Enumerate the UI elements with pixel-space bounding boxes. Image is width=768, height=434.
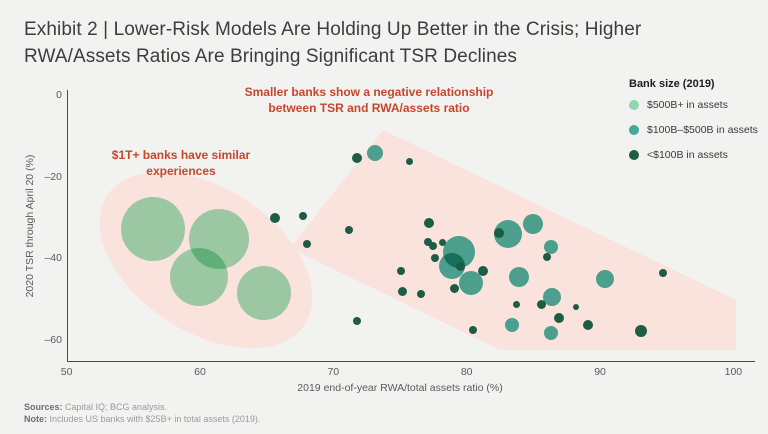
bubble-dark xyxy=(573,303,580,310)
bubble-teal xyxy=(366,144,383,161)
x-tick-label: 80 xyxy=(460,366,473,378)
bubble-dark xyxy=(512,300,520,308)
footer-note: Note: Includes US banks with $25B+ in to… xyxy=(24,413,260,425)
x-tick-label: 90 xyxy=(594,366,606,378)
bubble-dark xyxy=(353,316,362,325)
bubble-green xyxy=(236,266,291,321)
x-tick-label: 60 xyxy=(194,366,206,378)
bubble-dark xyxy=(536,299,546,309)
y-tick-label: –20 xyxy=(44,170,62,183)
bubble-dark xyxy=(424,238,432,246)
bubble-teal xyxy=(523,214,544,235)
bubble-dark xyxy=(430,253,439,262)
bubble-teal xyxy=(458,270,483,295)
x-tick-label: 50 xyxy=(60,366,73,378)
bubble-dark xyxy=(345,226,354,235)
bubble-dark xyxy=(397,266,406,275)
bubble-dark xyxy=(302,240,311,249)
bubble-dark xyxy=(417,289,426,298)
bubble-dark xyxy=(298,211,307,220)
legend-item: <$100B in assets xyxy=(629,149,758,161)
bubble-teal xyxy=(596,270,615,289)
bubble-dark xyxy=(429,242,438,251)
x-axis-line xyxy=(67,361,755,362)
legend-item-label: $100B–$500B in assets xyxy=(647,124,758,136)
bubble-dark xyxy=(553,312,564,323)
bubble-teal xyxy=(505,317,520,332)
legend-dot-icon xyxy=(629,125,639,135)
bubble-dark xyxy=(269,212,280,223)
legend-dot-icon xyxy=(629,150,639,160)
annotation-1t-banks: $1T+ banks have similar experiences xyxy=(111,148,251,178)
footer: Sources: Capital IQ; BCG analysis. Note:… xyxy=(24,401,260,425)
legend-item-label: $500B+ in assets xyxy=(647,99,728,111)
bubble-dark xyxy=(424,217,435,228)
legend: Bank size (2019) $500B+ in assets $100B–$… xyxy=(629,78,758,174)
bubble-dark xyxy=(658,269,667,278)
footer-sources-text: Capital IQ; BCG analysis. xyxy=(62,402,168,412)
y-tick-label: –40 xyxy=(44,252,62,265)
exhibit-title: Exhibit 2 | Lower-Risk Models Are Holdin… xyxy=(24,19,642,67)
bubble-dark xyxy=(405,158,413,166)
bubble-dark xyxy=(583,319,594,330)
bubble-green xyxy=(121,196,186,261)
legend-item: $100B–$500B in assets xyxy=(629,124,758,136)
bubble-teal xyxy=(543,326,558,341)
bubble-green xyxy=(169,248,228,307)
y-tick-label: –60 xyxy=(44,334,62,346)
footer-note-text: Includes US banks with $25B+ in total as… xyxy=(47,414,261,424)
bubble-teal xyxy=(543,288,562,307)
bubble-teal xyxy=(543,239,558,254)
annotation-smaller-banks: Smaller banks show a negative relationsh… xyxy=(244,85,494,115)
bubble-dark xyxy=(352,152,363,163)
bubble-dark xyxy=(493,228,504,239)
bubble-dark xyxy=(439,239,447,247)
legend-items: $500B+ in assets $100B–$500B in assets <$1… xyxy=(629,99,758,161)
x-tick-label: 70 xyxy=(327,366,340,378)
bubble-dark xyxy=(455,262,465,272)
footer-sources: Sources: Capital IQ; BCG analysis. xyxy=(24,401,260,413)
legend-title: Bank size (2019) xyxy=(629,78,715,90)
bubble-dark xyxy=(450,284,460,294)
footer-sources-label: Sources: xyxy=(24,402,63,412)
legend-dot-icon xyxy=(629,100,639,110)
x-axis-label: 2019 end-of-year RWA/total assets ratio … xyxy=(297,382,503,394)
legend-item: $500B+ in assets xyxy=(629,99,758,111)
legend-item-label: <$100B in assets xyxy=(647,149,728,161)
y-tick-label: 0 xyxy=(56,89,62,101)
bubble-dark xyxy=(477,265,488,276)
y-axis-line xyxy=(67,90,68,361)
footer-note-label: Note: xyxy=(24,414,47,424)
x-tick-label: 100 xyxy=(724,366,743,378)
bubble-dark xyxy=(542,253,551,262)
bubble-dark xyxy=(635,325,648,338)
bubble-teal xyxy=(508,267,529,288)
bubble-dark xyxy=(469,326,478,335)
bubble-dark xyxy=(398,286,408,296)
